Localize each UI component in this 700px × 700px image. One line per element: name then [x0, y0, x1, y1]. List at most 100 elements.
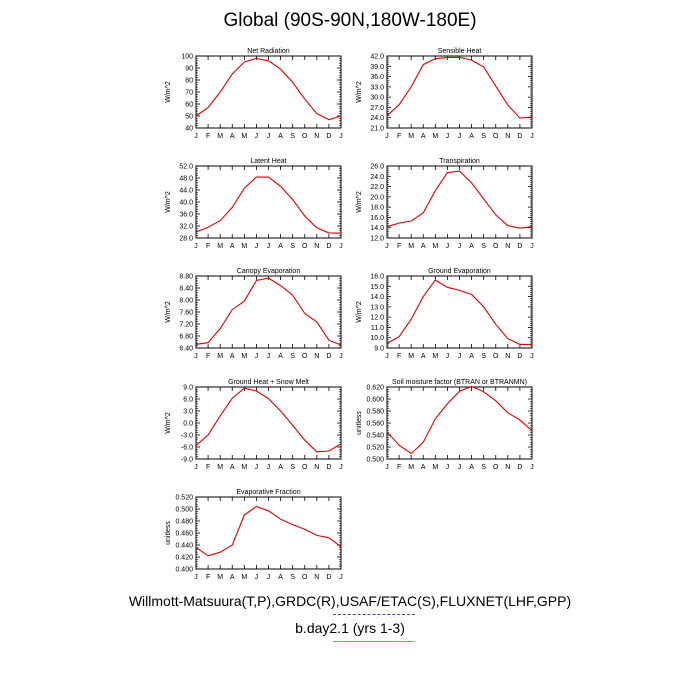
y-tick-label: 0.520 — [366, 445, 384, 452]
x-tick-label: M — [217, 574, 223, 581]
x-tick-label: A — [421, 243, 426, 250]
y-tick-label: 14.0 — [370, 225, 384, 232]
x-tick-label: S — [481, 353, 486, 360]
y-tick-label: 27.0 — [370, 105, 384, 112]
y-tick-label: 60 — [185, 102, 193, 109]
x-tick-label: A — [469, 243, 474, 250]
y-tick-label: 10.0 — [370, 335, 384, 342]
x-tick-label: J — [194, 133, 198, 140]
x-tick-label: J — [255, 133, 259, 140]
chart-panel-7: Ground Heat + Snow Melt W/m^2 -9.0 -6.0 -3.0… — [165, 379, 343, 471]
x-tick-label: J — [530, 133, 534, 140]
x-tick-label: J — [194, 243, 198, 250]
plot-frame — [195, 496, 342, 570]
main-title: Global (90S-90N,180W-180E) — [223, 10, 477, 31]
x-tick-label: M — [241, 133, 247, 140]
plot-frame — [386, 165, 533, 239]
y-tick-label: 0.0 — [183, 421, 193, 428]
series-line — [386, 170, 533, 229]
y-tick-label: -6.0 — [181, 445, 193, 452]
x-tick-label: M — [241, 464, 247, 471]
y-tick-label: 24.0 — [370, 174, 384, 181]
x-tick-label: J — [530, 243, 534, 250]
x-tick-label: N — [314, 353, 319, 360]
y-tick-label: 16.0 — [370, 274, 384, 281]
y-tick-label: 0.420 — [175, 555, 193, 562]
y-tick-label: 42.0 — [370, 54, 384, 61]
y-axis-label: W/m^2 — [356, 191, 363, 213]
chart-panel-9: Evaporative Fraction unitless 0.400 0.420 0.… — [165, 489, 343, 581]
x-tick-label: M — [432, 243, 438, 250]
y-tick-label: 22.0 — [370, 184, 384, 191]
x-tick-label: N — [505, 353, 510, 360]
y-tick-label: 0.520 — [175, 495, 193, 502]
x-tick-label: M — [217, 464, 223, 471]
case-caption: b.day2.1 (yrs 1-3) — [295, 620, 405, 636]
x-tick-label: S — [290, 133, 295, 140]
y-tick-label: 13.0 — [370, 304, 384, 311]
x-tick-label: N — [314, 133, 319, 140]
x-tick-label: M — [241, 574, 247, 581]
x-tick-label: M — [217, 133, 223, 140]
x-tick-label: J — [194, 353, 198, 360]
x-tick-label: J — [339, 353, 343, 360]
chart-title: Net Radiation — [247, 48, 290, 55]
y-axis-label: W/m^2 — [165, 412, 172, 434]
plot-frame — [195, 275, 342, 349]
x-tick-label: F — [206, 464, 210, 471]
x-tick-label: S — [481, 243, 486, 250]
x-tick-label: N — [505, 243, 510, 250]
y-tick-label: 3.0 — [183, 409, 193, 416]
chart-title: Sensible Heat — [438, 48, 482, 55]
x-tick-label: J — [458, 464, 462, 471]
y-tick-label: 0.480 — [175, 519, 193, 526]
chart-panel-4: Transpiration W/m^2 12.0 14.0 16.0 18.0 20.0 22… — [356, 158, 534, 250]
series-line — [195, 176, 342, 234]
y-tick-label: 0.600 — [366, 397, 384, 404]
y-tick-label: 0.400 — [175, 567, 193, 574]
x-tick-label: A — [230, 574, 235, 581]
x-tick-label: J — [385, 133, 389, 140]
x-tick-label: O — [302, 243, 308, 250]
y-tick-label: -9.0 — [181, 457, 193, 464]
x-tick-label: J — [446, 243, 450, 250]
x-tick-label: O — [302, 464, 308, 471]
x-tick-label: A — [278, 353, 283, 360]
observations-legend-line — [333, 614, 415, 615]
y-tick-label: 0.540 — [366, 433, 384, 440]
series-line — [195, 57, 342, 121]
y-tick-label: 16.0 — [370, 215, 384, 222]
y-tick-label: 6.0 — [183, 397, 193, 404]
x-tick-label: J — [255, 243, 259, 250]
x-tick-label: J — [446, 353, 450, 360]
x-tick-label: J — [530, 353, 534, 360]
x-tick-label: F — [206, 574, 210, 581]
x-tick-label: O — [493, 133, 499, 140]
y-tick-label: 40.0 — [179, 200, 193, 207]
y-tick-label: 8.80 — [179, 274, 193, 281]
x-tick-label: J — [530, 464, 534, 471]
x-tick-label: A — [278, 464, 283, 471]
x-tick-label: D — [517, 353, 522, 360]
y-tick-label: 80 — [185, 78, 193, 85]
plot-frame — [195, 386, 342, 460]
x-tick-label: J — [385, 464, 389, 471]
y-tick-label: 11.0 — [371, 325, 384, 332]
y-tick-label: 9.0 — [183, 385, 193, 392]
x-tick-label: A — [469, 133, 474, 140]
y-tick-label: 39.0 — [370, 64, 384, 71]
x-tick-label: M — [432, 133, 438, 140]
x-tick-label: F — [397, 464, 401, 471]
x-tick-label: M — [241, 353, 247, 360]
y-tick-label: -3.0 — [181, 433, 193, 440]
y-axis-label: W/m^2 — [356, 301, 363, 323]
x-tick-label: D — [326, 353, 331, 360]
x-tick-label: A — [230, 464, 235, 471]
x-tick-label: J — [339, 243, 343, 250]
y-tick-label: 18.0 — [370, 205, 384, 212]
x-tick-label: O — [302, 574, 308, 581]
y-tick-label: 0.500 — [175, 507, 193, 514]
chart-title: Evaporative Fraction — [236, 489, 300, 496]
x-tick-label: M — [432, 464, 438, 471]
y-tick-label: 7.60 — [179, 310, 193, 317]
